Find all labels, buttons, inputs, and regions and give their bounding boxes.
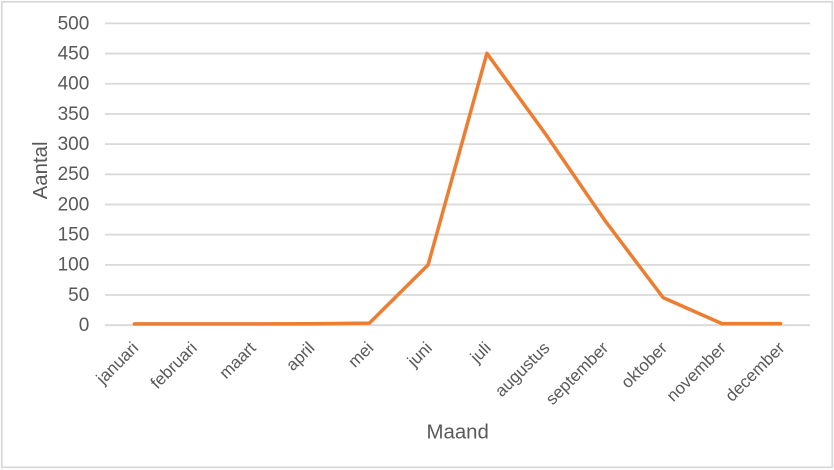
svg-text:150: 150 bbox=[58, 225, 90, 246]
svg-text:450: 450 bbox=[58, 43, 90, 64]
svg-text:Aantal: Aantal bbox=[30, 141, 52, 199]
svg-text:0: 0 bbox=[79, 315, 90, 336]
svg-text:500: 500 bbox=[58, 13, 90, 34]
svg-text:250: 250 bbox=[58, 164, 90, 185]
svg-text:100: 100 bbox=[58, 255, 90, 276]
svg-text:Maand: Maand bbox=[427, 421, 489, 443]
svg-text:400: 400 bbox=[58, 74, 90, 95]
svg-text:300: 300 bbox=[58, 134, 90, 155]
svg-text:200: 200 bbox=[58, 194, 90, 215]
svg-text:50: 50 bbox=[68, 285, 89, 306]
svg-text:350: 350 bbox=[58, 104, 90, 125]
